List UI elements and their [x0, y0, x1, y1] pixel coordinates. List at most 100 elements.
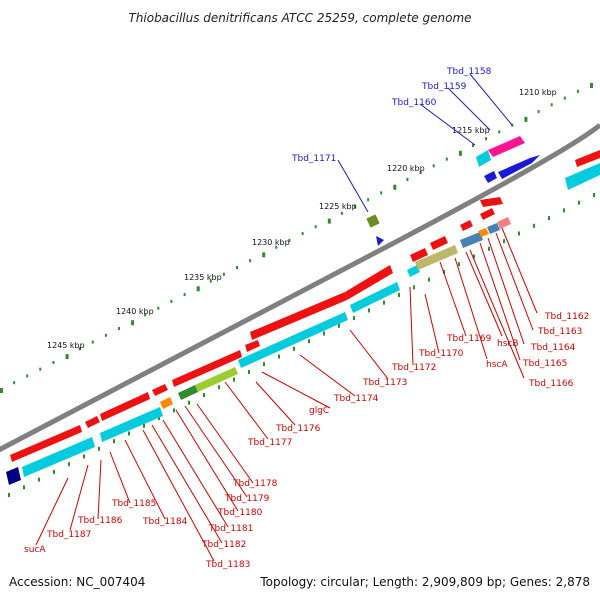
- scale-tick: [203, 393, 205, 397]
- gene-label[interactable]: Tbd_1171: [291, 154, 336, 164]
- cds-block[interactable]: [195, 367, 238, 392]
- gene-label[interactable]: Tbd_1176: [275, 424, 321, 434]
- cds-arrow[interactable]: [498, 155, 540, 179]
- gene-label[interactable]: Tbd_1164: [530, 343, 576, 353]
- cds-arrow[interactable]: [376, 236, 384, 246]
- gene-label[interactable]: glgC: [309, 406, 329, 416]
- scale-label: 1215 kbp: [452, 126, 490, 135]
- gene-label[interactable]: Tbd_1166: [528, 379, 574, 389]
- gene-label[interactable]: Tbd_1163: [537, 327, 582, 337]
- cds-block[interactable]: [10, 425, 82, 462]
- scale-tick: [262, 252, 266, 258]
- gene-label[interactable]: Tbd_1185: [111, 499, 156, 509]
- gene-label[interactable]: Tbd_1162: [544, 312, 589, 322]
- cds-block[interactable]: [238, 312, 348, 368]
- scale-tick: [498, 130, 501, 134]
- cds-block[interactable]: [575, 150, 600, 167]
- cds-block[interactable]: [565, 163, 600, 190]
- gene-label[interactable]: Tbd_1181: [208, 524, 253, 534]
- gene-label[interactable]: Tbd_1158: [446, 67, 492, 77]
- scale-tick: [113, 439, 115, 444]
- cds-block[interactable]: [478, 228, 489, 237]
- gene-label[interactable]: Tbd_1177: [247, 438, 292, 448]
- gene-label[interactable]: Tbd_1174: [333, 394, 379, 404]
- gene-label[interactable]: Tbd_1178: [232, 479, 278, 489]
- scale-tick: [144, 313, 147, 317]
- scale-tick: [8, 493, 10, 497]
- cds-block[interactable]: [487, 223, 500, 234]
- cds-block[interactable]: [172, 350, 242, 387]
- cds-block[interactable]: [160, 397, 173, 409]
- scale-tick: [26, 374, 29, 378]
- gene-marker[interactable]: [366, 214, 380, 228]
- cds-block[interactable]: [415, 245, 458, 270]
- scale-tick: [222, 272, 225, 276]
- cds-arrow[interactable]: [430, 236, 448, 250]
- cds-block[interactable]: [350, 282, 400, 313]
- scale-tick: [301, 232, 304, 236]
- scale-tick: [368, 308, 370, 313]
- scale-tick: [518, 231, 520, 236]
- cds-arrow[interactable]: [480, 197, 503, 207]
- gene-label[interactable]: Tbd_1172: [391, 363, 436, 373]
- gene-label[interactable]: Tbd_1180: [217, 508, 263, 518]
- scale-tick: [143, 423, 145, 428]
- gene-label[interactable]: Tbd_1169: [446, 334, 492, 344]
- gene-label[interactable]: Tbd_1170: [418, 349, 464, 359]
- cds-arrow[interactable]: [460, 220, 473, 231]
- gene-label[interactable]: sucA: [24, 545, 46, 555]
- scale-tick: [367, 198, 370, 202]
- scale-tick: [233, 377, 235, 382]
- scale-tick: [533, 223, 535, 228]
- gene-label[interactable]: Tbd_1160: [391, 98, 437, 108]
- gene-label[interactable]: Tbd_1184: [142, 517, 188, 527]
- gene-label[interactable]: Tbd_1183: [205, 560, 250, 570]
- scale-tick: [354, 205, 356, 208]
- scale-tick: [118, 327, 120, 330]
- cds-block[interactable]: [488, 136, 525, 157]
- scale-tick: [78, 347, 81, 351]
- cds-arrow[interactable]: [245, 340, 260, 352]
- cds-block[interactable]: [250, 292, 347, 340]
- scale-tick: [576, 89, 579, 93]
- scale-tick: [0, 388, 3, 393]
- cds-block[interactable]: [100, 407, 163, 442]
- cds-arrow[interactable]: [410, 248, 428, 262]
- scale-tick: [218, 385, 220, 390]
- scale-tick: [98, 446, 100, 451]
- cds-block[interactable]: [407, 265, 420, 277]
- scale-tick: [196, 286, 200, 292]
- gene-label[interactable]: Tbd_1186: [77, 516, 123, 526]
- scale-tick: [398, 293, 400, 297]
- gene-label[interactable]: Tbd_1179: [224, 494, 270, 504]
- scale-tick: [131, 320, 135, 326]
- gene-label[interactable]: Tbd_1182: [201, 540, 246, 550]
- gene-label[interactable]: Tbd_1173: [362, 378, 407, 388]
- cds-arrow[interactable]: [85, 416, 100, 428]
- cds-block[interactable]: [497, 217, 511, 229]
- scale-tick: [188, 400, 190, 405]
- scale-tick: [563, 96, 566, 100]
- cds-block[interactable]: [100, 392, 150, 421]
- scale-tick: [445, 157, 448, 161]
- scale-tick: [65, 354, 69, 360]
- scale-tick: [128, 431, 130, 436]
- gene-label[interactable]: Tbd_1159: [421, 82, 467, 92]
- cds-block[interactable]: [476, 150, 491, 167]
- cds-arrow[interactable]: [484, 171, 497, 183]
- scale-tick: [380, 191, 383, 195]
- gene-label[interactable]: Tbd_1187: [46, 530, 91, 540]
- cds-arrow[interactable]: [480, 208, 495, 220]
- cds-block[interactable]: [178, 385, 198, 400]
- cds-block[interactable]: [460, 232, 483, 248]
- cds-block[interactable]: [345, 265, 393, 300]
- gene-label[interactable]: hscA: [486, 360, 508, 370]
- scale-tick: [278, 354, 280, 359]
- cds-arrow[interactable]: [152, 384, 168, 396]
- cds-block[interactable]: [22, 437, 95, 477]
- cds-block[interactable]: [6, 467, 21, 485]
- gene-label[interactable]: hscB: [497, 339, 519, 349]
- map-title: Thiobacillus denitrificans ATCC 25259, c…: [128, 11, 471, 25]
- gene-label[interactable]: Tbd_1165: [522, 359, 567, 369]
- scale-tick: [308, 339, 310, 344]
